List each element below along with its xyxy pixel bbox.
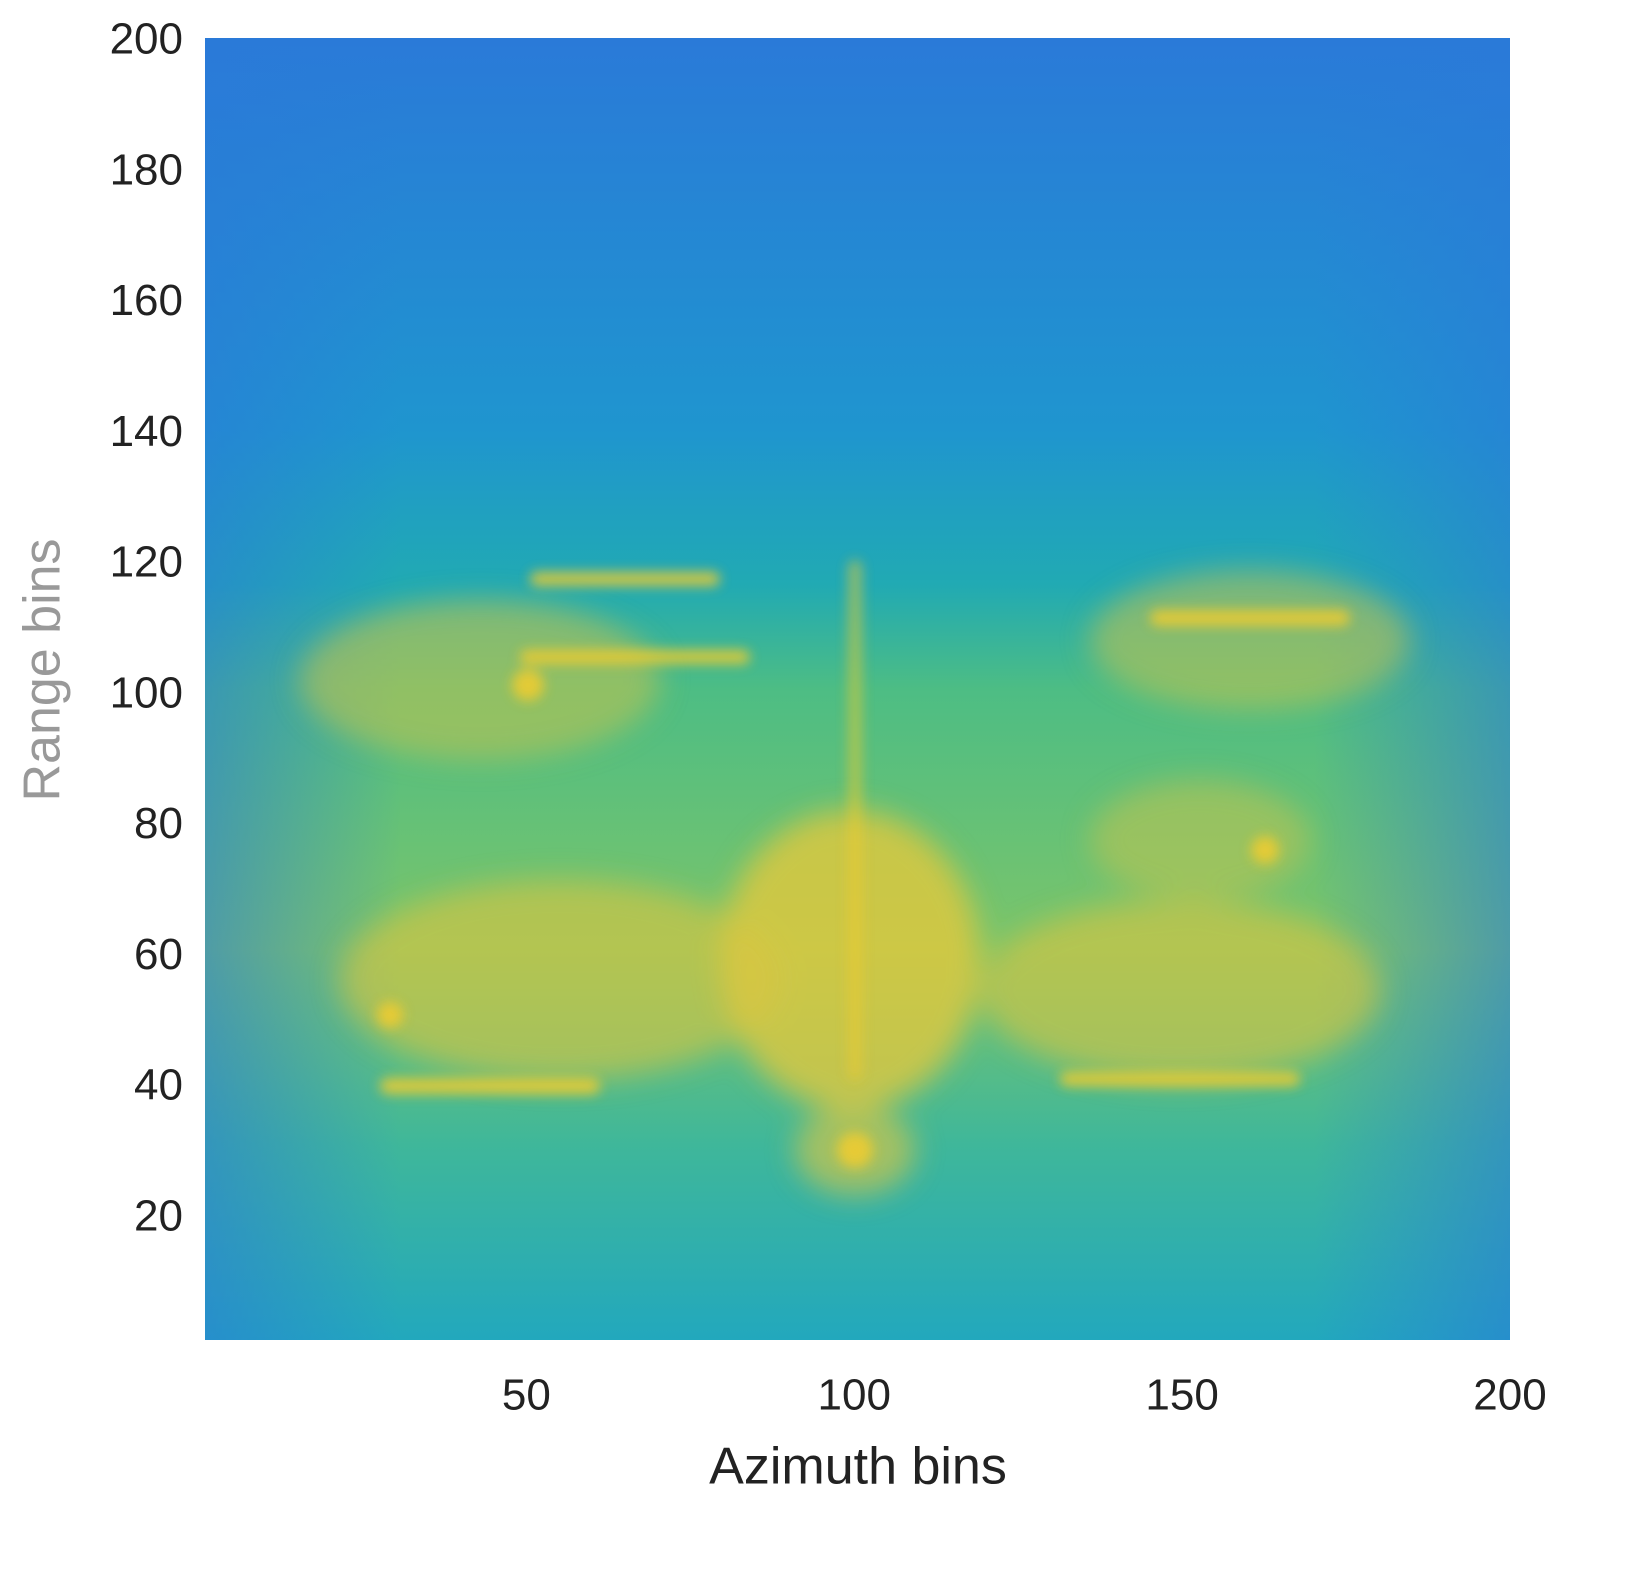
y-tick-label: 60 [134, 930, 183, 979]
y-tick-label: 140 [110, 407, 183, 456]
y-axis-label: Range bins [14, 538, 72, 801]
bright-regions [300, 570, 1410, 1195]
x-tick-label: 150 [1145, 1371, 1218, 1420]
x-axis-label: Azimuth bins [709, 1438, 1007, 1496]
y-tick-label: 100 [110, 668, 183, 717]
y-tick-label: 200 [110, 15, 183, 64]
y-tick-label: 40 [134, 1061, 183, 1110]
bright-streaks [377, 560, 1350, 1168]
y-tick-label: 180 [110, 145, 183, 194]
y-tick-label: 120 [110, 538, 183, 587]
heatmap-image [205, 38, 1510, 1340]
y-tick-label: 160 [110, 276, 183, 325]
y-tick-label: 80 [134, 799, 183, 848]
x-tick-label: 100 [818, 1371, 891, 1420]
x-tick-label: 200 [1473, 1371, 1546, 1420]
x-tick-label: 50 [502, 1371, 551, 1420]
y-tick-label: 20 [134, 1191, 183, 1240]
